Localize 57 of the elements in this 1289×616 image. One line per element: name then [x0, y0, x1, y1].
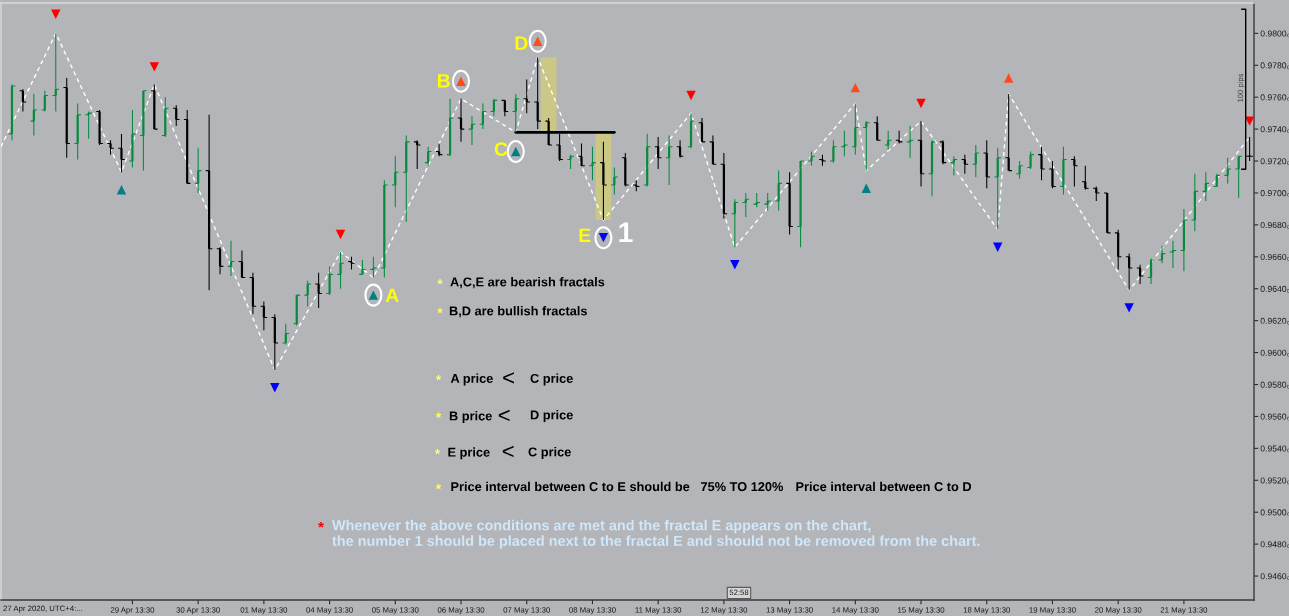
annotation: the number 1 should be placed next to the fractal E and should not be removed from the chart. [332, 535, 980, 549]
y-tick-label: 0.9680₀ [1260, 221, 1289, 229]
y-tick-label: 0.9640₀ [1260, 285, 1289, 293]
annotation: A,C,E are bearish fractals [450, 277, 605, 289]
annotation: * [435, 484, 442, 490]
annotation: Price interval between C to D [796, 481, 972, 492]
annotation: D [515, 36, 528, 50]
line-series [1, 32, 1251, 371]
point [335, 229, 346, 240]
y-tick-label: 0.9500₀ [1260, 509, 1289, 517]
point [916, 98, 926, 109]
y-tick-label: 0.9660₀ [1260, 253, 1289, 261]
y-tick-label: 0.9800₀ [1260, 30, 1289, 38]
y-tick-label: 0.9620₀ [1260, 317, 1289, 325]
annotation: * [435, 375, 442, 381]
annotation: * [437, 279, 443, 285]
annotation: B [437, 74, 450, 88]
annotation: D price [530, 410, 573, 422]
point [1124, 303, 1134, 313]
y-tick-label: 0.9580₀ [1260, 381, 1289, 389]
point [992, 242, 1003, 252]
annotation: A [385, 288, 399, 303]
annotation: < [502, 445, 514, 458]
annotation: * [434, 449, 441, 455]
annotation: C [494, 142, 508, 157]
y-tick-label: 0.9700₀ [1260, 190, 1289, 197]
annotation: * [435, 412, 442, 418]
annotation: Whenever the above conditions are met and the fractal E appears on the chart, [332, 519, 871, 534]
annotation: A price [450, 373, 493, 386]
annotation: 1 [619, 222, 633, 243]
point [686, 90, 696, 101]
annotation: * [437, 308, 443, 314]
y-tick-label: 0.9520₀ [1260, 477, 1289, 485]
y-tick-label: 0.9600₀ [1260, 349, 1289, 357]
annotation: E [579, 228, 591, 243]
annotation: < [503, 372, 514, 384]
y-tick-label: 0.9460₀ [1260, 573, 1289, 580]
y-tick-label: 0.9720₀ [1260, 158, 1289, 165]
annotation: C price [528, 447, 571, 459]
annotation: E price [448, 447, 490, 460]
point [270, 382, 280, 393]
annotation: C price [530, 373, 573, 386]
annotation: * [318, 521, 324, 528]
point [149, 62, 160, 72]
y-tick-label: 0.9540₀ [1260, 445, 1289, 453]
point [51, 9, 61, 19]
y-tick-label: 0.9740₀ [1260, 126, 1289, 134]
annotation: Price interval between C to E should be [451, 481, 690, 492]
annotation: B price [449, 411, 492, 423]
annotation: 75% TO 120% [701, 482, 784, 492]
point [730, 260, 740, 270]
y-tick-label: 0.9480₀ [1260, 541, 1289, 549]
y-tick-label: 0.9560₀ [1260, 413, 1289, 421]
y-tick-label: 0.9760₀ [1260, 94, 1289, 102]
annotation: B,D are bullish fractals [449, 306, 587, 318]
annotation: < [498, 409, 510, 422]
y-tick-label: 0.9780₀ [1260, 62, 1289, 70]
